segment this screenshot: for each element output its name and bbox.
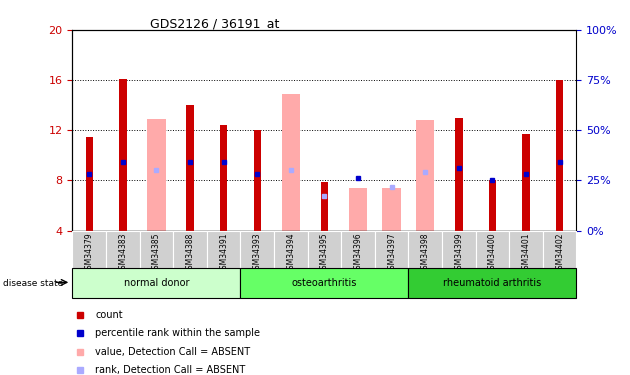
Bar — [282, 94, 300, 231]
Bar — [186, 105, 194, 231]
Bar — [253, 130, 261, 231]
Bar — [86, 136, 93, 231]
Text: GSM34388: GSM34388 — [186, 232, 195, 274]
Bar — [408, 268, 576, 298]
Text: rank, Detection Call = ABSENT: rank, Detection Call = ABSENT — [95, 365, 245, 375]
Bar — [522, 134, 530, 231]
Bar — [241, 268, 408, 298]
Bar — [274, 231, 307, 268]
Text: GSM34396: GSM34396 — [353, 232, 362, 274]
Text: GSM34395: GSM34395 — [320, 232, 329, 274]
Text: GSM34379: GSM34379 — [85, 232, 94, 274]
Text: percentile rank within the sample: percentile rank within the sample — [95, 328, 260, 338]
Bar — [321, 182, 328, 231]
Text: GSM34402: GSM34402 — [555, 232, 564, 274]
Bar — [349, 188, 367, 231]
Bar — [556, 80, 563, 231]
Bar — [147, 119, 166, 231]
Text: GSM34391: GSM34391 — [219, 232, 228, 274]
Bar — [241, 231, 274, 268]
Bar — [382, 188, 401, 231]
Text: GSM34383: GSM34383 — [118, 232, 127, 274]
Bar — [173, 231, 207, 268]
Text: GSM34399: GSM34399 — [454, 232, 463, 274]
Bar — [375, 231, 408, 268]
Text: rheumatoid arthritis: rheumatoid arthritis — [444, 278, 542, 288]
Bar — [341, 231, 375, 268]
Text: count: count — [95, 310, 123, 320]
Bar — [307, 231, 341, 268]
Bar — [72, 268, 241, 298]
Bar — [140, 231, 173, 268]
Text: GSM34400: GSM34400 — [488, 232, 497, 274]
Text: disease state: disease state — [3, 279, 64, 288]
Bar — [106, 231, 140, 268]
Bar — [408, 231, 442, 268]
Bar — [509, 231, 543, 268]
Text: osteoarthritis: osteoarthritis — [292, 278, 357, 288]
Bar — [207, 231, 241, 268]
Text: GSM34398: GSM34398 — [421, 232, 430, 274]
Bar — [119, 79, 127, 231]
Text: GSM34401: GSM34401 — [522, 232, 530, 274]
Text: GSM34397: GSM34397 — [387, 232, 396, 274]
Bar — [220, 125, 227, 231]
Bar — [543, 231, 576, 268]
Text: normal donor: normal donor — [123, 278, 189, 288]
Bar — [489, 180, 496, 231]
Bar — [416, 120, 435, 231]
Bar — [455, 118, 462, 231]
Bar — [72, 231, 106, 268]
Text: GSM34385: GSM34385 — [152, 232, 161, 274]
Bar — [442, 231, 476, 268]
Bar — [476, 231, 509, 268]
Text: GSM34394: GSM34394 — [287, 232, 295, 274]
Text: value, Detection Call = ABSENT: value, Detection Call = ABSENT — [95, 346, 250, 357]
Text: GDS2126 / 36191_at: GDS2126 / 36191_at — [149, 17, 279, 30]
Text: GSM34393: GSM34393 — [253, 232, 261, 274]
